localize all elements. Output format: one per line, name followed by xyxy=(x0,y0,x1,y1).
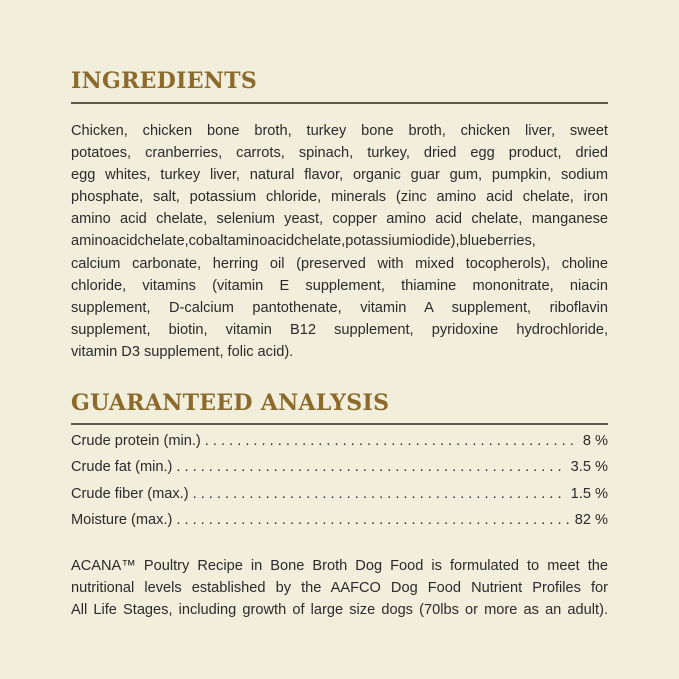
analysis-value: 3.5 % xyxy=(570,459,608,476)
ingredients-line: aminoacidchelate,cobaltaminoacidchelate,… xyxy=(71,233,536,250)
analysis-table: Crude protein (min.) 8 % Crude fat (min.)… xyxy=(71,428,608,533)
footnote: ACANA™ Poultry Recipe in Bone Broth Dog … xyxy=(71,555,608,621)
analysis-row: Moisture (max.) 82 % xyxy=(71,507,608,533)
analysis-heading: GUARANTEED ANALYSIS xyxy=(71,390,390,416)
analysis-label: Moisture (max.) xyxy=(71,511,173,528)
ingredients-divider xyxy=(71,102,608,104)
ingredients-line: chloride, vitamins (vitamin E supplement… xyxy=(71,277,608,294)
ingredients-line: egg whites, turkey liver, natural flavor… xyxy=(71,167,608,184)
ingredients-line: potatoes, cranberries, carrots, spinach,… xyxy=(71,145,608,162)
analysis-label: Crude fat (min.) xyxy=(71,459,173,476)
analysis-label: Crude protein (min.) xyxy=(71,433,201,449)
ingredients-line: vitamin D3 supplement, folic acid). xyxy=(71,343,294,360)
ingredients-line: calcium carbonate, herring oil (preserve… xyxy=(71,255,608,272)
footnote-line: nutritional levels established by the AA… xyxy=(71,580,608,597)
ingredients-line: Chicken, chicken bone broth, turkey bone… xyxy=(71,123,608,139)
ingredients-heading: INGREDIENTS xyxy=(71,68,258,94)
analysis-row: Crude protein (min.) 8 % xyxy=(71,428,608,454)
analysis-row: Crude fat (min.) 3.5 % xyxy=(71,454,608,480)
analysis-value: 1.5 % xyxy=(570,485,608,502)
analysis-row: Crude fiber (max.) 1.5 % xyxy=(71,481,608,507)
analysis-value: 8 % xyxy=(582,433,608,449)
analysis-divider xyxy=(71,423,608,425)
ingredients-line: amino acid chelate, selenium yeast, copp… xyxy=(71,211,608,228)
analysis-label: Crude fiber (max.) xyxy=(71,485,189,502)
leader-dots xyxy=(176,454,566,480)
ingredients-line: phosphate, salt, potassium chloride, min… xyxy=(71,189,608,206)
leader-dots xyxy=(193,481,567,507)
leader-dots xyxy=(205,428,579,454)
analysis-value: 82 % xyxy=(574,511,608,528)
ingredients-text: Chicken, chicken bone broth, turkey bone… xyxy=(71,120,608,363)
footnote-line: All Life Stages, including growth of lar… xyxy=(71,602,608,619)
ingredients-line: supplement, biotin, vitamin B12 suppleme… xyxy=(71,321,608,338)
footnote-line: ACANA™ Poultry Recipe in Bone Broth Dog … xyxy=(71,558,608,574)
leader-dots xyxy=(176,507,570,533)
ingredients-line: supplement, D-calcium pantothenate, vita… xyxy=(71,299,608,316)
